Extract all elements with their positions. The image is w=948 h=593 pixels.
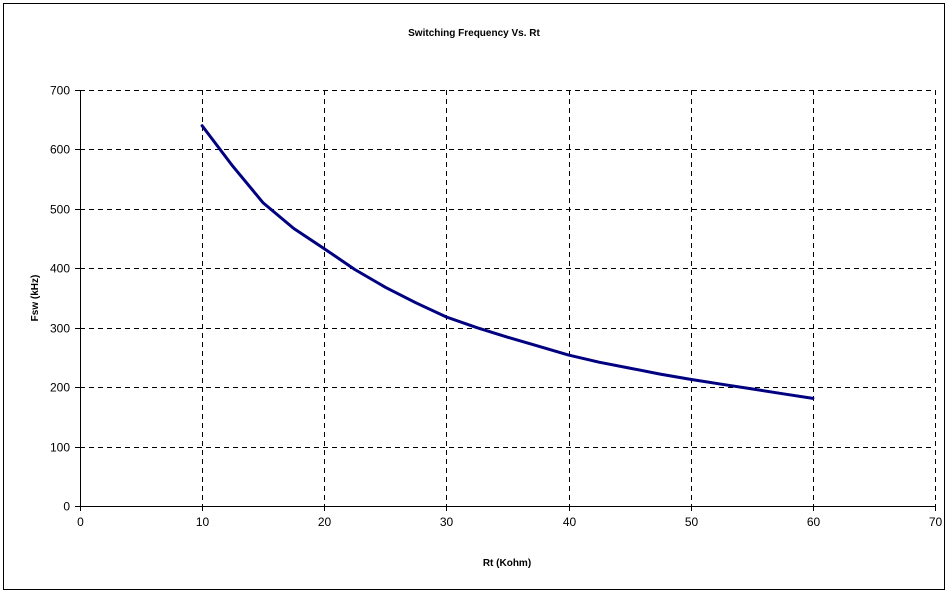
y-tick-label: 0 bbox=[63, 500, 70, 514]
y-tick-label: 300 bbox=[50, 322, 70, 336]
x-tick-label: 60 bbox=[807, 515, 821, 529]
series-layer bbox=[200, 124, 815, 400]
y-tick-label: 700 bbox=[50, 84, 70, 98]
y-tick-label: 600 bbox=[50, 143, 70, 157]
x-axis-label: Rt (Kohm) bbox=[483, 558, 531, 569]
x-tick-labels: 0 10 20 30 40 50 60 70 bbox=[77, 515, 942, 529]
x-tick-label: 40 bbox=[563, 515, 577, 529]
axes bbox=[75, 90, 936, 511]
plot-area bbox=[80, 90, 935, 506]
y-tick-label: 200 bbox=[50, 381, 70, 395]
y-tick-labels: 0 100 200 300 400 500 600 700 bbox=[50, 84, 70, 514]
x-tick-label: 50 bbox=[685, 515, 699, 529]
y-tick-label: 500 bbox=[50, 203, 70, 217]
series-line-0 bbox=[200, 124, 815, 400]
y-tick-label: 400 bbox=[50, 262, 70, 276]
x-tick-label: 20 bbox=[318, 515, 332, 529]
chart-title: Switching Frequency Vs. Rt bbox=[408, 28, 540, 39]
x-tick-label: 0 bbox=[77, 515, 84, 529]
y-axis-label: Fsw (kHz) bbox=[30, 275, 41, 322]
x-tick-label: 10 bbox=[196, 515, 210, 529]
x-tick-label: 70 bbox=[929, 515, 943, 529]
y-tick-label: 100 bbox=[50, 441, 70, 455]
x-tick-label: 30 bbox=[440, 515, 454, 529]
grid-lines bbox=[80, 90, 936, 506]
